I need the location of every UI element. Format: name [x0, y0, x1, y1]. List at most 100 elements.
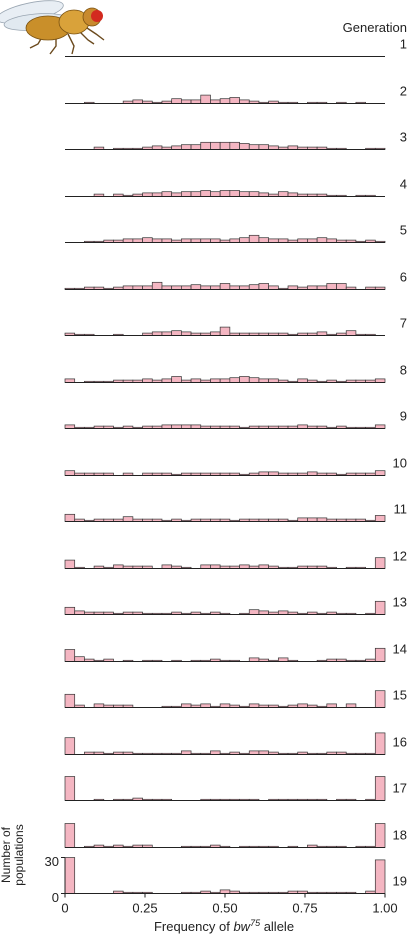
- histogram-bar: [64, 424, 76, 429]
- histogram-bar: [239, 564, 250, 569]
- histogram-bar: [161, 238, 173, 243]
- histogram-bar: [132, 285, 143, 290]
- histogram-bar: [374, 732, 386, 755]
- histogram-bar: [132, 99, 143, 104]
- histogram-bar: [190, 284, 202, 290]
- generation-label: 5: [400, 223, 407, 238]
- histogram-bar: [210, 564, 221, 569]
- histogram-bar: [151, 145, 163, 150]
- generation-label: 15: [393, 688, 407, 703]
- generation-panel: 12: [64, 549, 407, 569]
- histogram-bar: [374, 424, 386, 429]
- histogram-bar: [151, 281, 163, 290]
- histogram-bar: [287, 145, 299, 150]
- histogram-bar: [74, 610, 85, 615]
- x-tick-label: 0.50: [212, 901, 237, 916]
- generation-label: 11: [394, 502, 408, 517]
- x-axis-label: Frequency of bw75 allele: [154, 918, 294, 934]
- histogram-bar: [200, 564, 211, 569]
- histogram-bar: [181, 99, 192, 104]
- histogram-bar: [161, 285, 173, 290]
- histogram-bar: [181, 703, 192, 708]
- y-axis: 30 0 Number of populations: [0, 824, 59, 905]
- generation-label: 13: [393, 595, 407, 610]
- x-axis: 0 0.25 0.50 0.75 1.00: [61, 893, 398, 916]
- histogram-bar: [210, 378, 221, 383]
- histogram-bar: [142, 237, 153, 243]
- fruit-fly-illustration: [0, 0, 105, 55]
- generation-panel: 11: [64, 502, 408, 522]
- histogram-bar: [307, 285, 318, 290]
- histogram-bar: [64, 857, 76, 894]
- histogram-bar: [258, 564, 269, 569]
- histogram-bar: [326, 703, 337, 708]
- histogram-bar: [374, 690, 386, 708]
- histogram-bar: [258, 237, 269, 243]
- histogram-bar: [210, 191, 221, 197]
- generation-panel: 4: [65, 177, 407, 197]
- fly-eye: [91, 10, 103, 22]
- histogram-bar: [219, 703, 231, 708]
- histogram-bar: [142, 285, 153, 290]
- histogram-bar: [258, 378, 269, 383]
- histogram-bar: [171, 192, 182, 197]
- generation-label: 6: [400, 270, 407, 285]
- histogram-bar: [161, 424, 173, 429]
- histogram-bar: [219, 98, 231, 104]
- histogram-bar: [248, 191, 260, 197]
- histogram-bar: [248, 377, 260, 383]
- generation-panel: 16: [64, 732, 407, 755]
- generation-panel: 7: [64, 316, 407, 336]
- generation-panel: 5: [65, 223, 407, 243]
- histogram-bar: [277, 191, 289, 197]
- histogram-bar: [248, 234, 260, 243]
- histogram-bar: [171, 285, 182, 290]
- generation-panel: 1: [65, 37, 407, 57]
- histogram-bar: [200, 190, 211, 197]
- histogram-bar: [171, 424, 182, 429]
- histogram-bar: [190, 238, 202, 243]
- histogram-bar: [190, 191, 202, 197]
- histogram-bar: [277, 238, 289, 243]
- histogram-bar: [258, 471, 269, 476]
- histogram-bar: [248, 144, 260, 150]
- histogram-bar: [151, 192, 163, 197]
- histogram-bar: [248, 750, 260, 755]
- histogram-bar: [210, 331, 221, 336]
- histogram-bar: [268, 378, 279, 383]
- histogram-bar: [64, 513, 76, 522]
- histogram-bar: [287, 192, 299, 197]
- x-tick-label: 0.25: [132, 901, 157, 916]
- generation-label: 3: [400, 130, 407, 145]
- histogram-bar: [307, 471, 318, 476]
- histogram-bar: [239, 143, 250, 150]
- generation-label: 9: [400, 409, 407, 424]
- histogram-bar: [151, 238, 163, 243]
- histogram-bar: [210, 99, 221, 104]
- histogram-bar: [64, 649, 76, 662]
- generation-panel: 9: [64, 409, 407, 429]
- histogram-bar: [374, 823, 386, 848]
- histogram-bar: [132, 238, 143, 243]
- generation-label: 10: [393, 456, 407, 471]
- histogram-bar: [307, 517, 318, 522]
- histogram-bar: [64, 606, 76, 615]
- histogram-bar: [307, 238, 318, 243]
- histogram-bar: [345, 330, 357, 336]
- generation-label: 18: [393, 828, 407, 843]
- histogram-bar: [171, 376, 182, 383]
- histogram-bar: [268, 145, 279, 150]
- histogram-bar: [287, 285, 299, 290]
- generation-panel: 19: [64, 857, 407, 894]
- histogram-bar: [297, 378, 308, 383]
- histogram-bar: [326, 283, 337, 290]
- histogram-bar: [93, 703, 105, 708]
- generation-panel: 2: [65, 84, 407, 104]
- histogram-bar: [248, 657, 260, 662]
- histogram-bar: [229, 141, 240, 150]
- y-axis-label-line: populations: [12, 824, 26, 885]
- histogram-bar: [181, 750, 192, 755]
- histogram-bar: [229, 285, 240, 290]
